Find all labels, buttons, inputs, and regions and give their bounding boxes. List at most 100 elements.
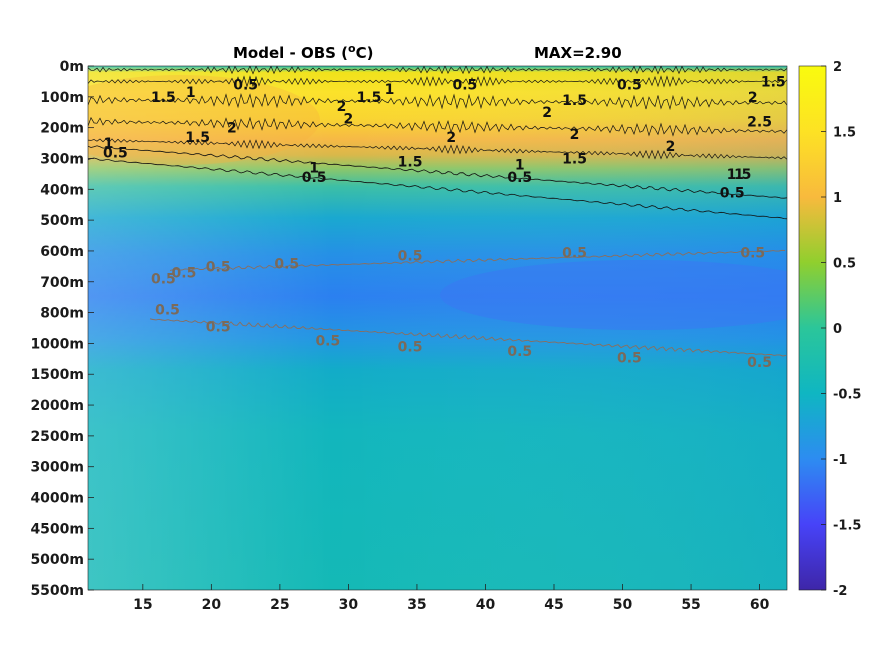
y-tick-label: 4500m bbox=[30, 521, 84, 537]
colorbar-tick-label: 2 bbox=[833, 60, 842, 75]
x-tick-label: 35 bbox=[407, 597, 426, 613]
contour-line bbox=[88, 75, 787, 88]
colorbar-tick-label: 0.5 bbox=[833, 257, 856, 272]
contour-label: 0.5 bbox=[151, 272, 176, 288]
x-tick-label: 45 bbox=[544, 597, 563, 613]
y-tick-label: 1000m bbox=[30, 336, 84, 352]
contour-label: 1 bbox=[309, 161, 319, 177]
contour-label: 1.5 bbox=[761, 74, 786, 90]
contour-label: 2 bbox=[337, 99, 347, 115]
y-tick-label: 200m bbox=[40, 121, 84, 137]
contour-label: 0.5 bbox=[302, 170, 327, 186]
heatmap-field bbox=[88, 66, 787, 590]
contour-lines bbox=[88, 66, 787, 357]
contour-label: 1 bbox=[186, 85, 196, 101]
contour-label: 0.5 bbox=[103, 145, 128, 161]
contour-line bbox=[88, 138, 787, 160]
contour-line bbox=[88, 145, 787, 199]
colorbar-tick-label: -1.5 bbox=[833, 519, 861, 534]
y-tick-label: 700m bbox=[40, 275, 84, 291]
contour-label: 2 bbox=[748, 90, 758, 106]
contour-label: 0.5 bbox=[172, 266, 197, 282]
x-tick-label: 25 bbox=[270, 597, 289, 613]
contour-label: 1.5 bbox=[562, 93, 587, 109]
y-tick-label: 300m bbox=[40, 151, 84, 167]
contour-label: 2 bbox=[227, 121, 237, 137]
contour-label: 0.5 bbox=[315, 333, 340, 349]
x-tick-label: 50 bbox=[613, 597, 633, 613]
colorbar-tick-label: 0 bbox=[833, 322, 842, 337]
contour-label: 2 bbox=[570, 127, 580, 143]
y-tick-label: 500m bbox=[40, 213, 84, 229]
contour-label: 0.5 bbox=[398, 339, 423, 355]
y-tick-label: 100m bbox=[40, 90, 84, 106]
contour-label: 0.5 bbox=[507, 344, 532, 360]
max-label: MAX=2.90 bbox=[534, 44, 622, 62]
chart-title: Model - OBS (oC) bbox=[233, 42, 373, 62]
contour-line bbox=[88, 157, 787, 220]
contour-label: 2.5 bbox=[747, 114, 772, 130]
plot-frame bbox=[87, 65, 788, 591]
contour-label: 1.5 bbox=[727, 167, 752, 183]
colorbar-tick-label: -2 bbox=[833, 584, 847, 599]
x-tick-label: 60 bbox=[750, 597, 770, 613]
contour-label: 0.5 bbox=[206, 259, 231, 275]
y-tick-label: 800m bbox=[40, 306, 84, 322]
contour-label: 0.5 bbox=[233, 77, 258, 93]
y-tick-label: 2500m bbox=[30, 429, 84, 445]
colorbar-tick-label: -0.5 bbox=[833, 388, 861, 403]
contour-label: 1.5 bbox=[185, 130, 210, 146]
contour-label: 1 bbox=[385, 82, 395, 98]
contour-line bbox=[88, 116, 787, 137]
contour-label: 1.5 bbox=[151, 90, 176, 106]
contour-label: 1 bbox=[104, 136, 114, 152]
contour-label: 0.5 bbox=[562, 245, 587, 261]
contour-line bbox=[88, 93, 787, 111]
contour-label: 0.5 bbox=[398, 249, 423, 265]
contour-label: 0.5 bbox=[720, 185, 745, 201]
x-tick-label: 15 bbox=[133, 597, 152, 613]
contour-label: 0.5 bbox=[617, 77, 642, 93]
contour-label: 1.5 bbox=[562, 151, 587, 167]
contour-label: 0.5 bbox=[747, 355, 772, 371]
x-tick-label: 30 bbox=[339, 597, 359, 613]
colorbar-tick-label: 1 bbox=[833, 191, 842, 206]
y-tick-label: 400m bbox=[40, 182, 84, 198]
y-axis: 0m 100m 200m 300m 400m 500m 600m 700m 800m 1000m 1… bbox=[30, 59, 94, 599]
contour-label: 2 bbox=[666, 139, 676, 155]
x-tick-label: 55 bbox=[681, 597, 700, 613]
contour-label: 0.5 bbox=[206, 319, 231, 335]
contour-label: 0.5 bbox=[155, 303, 180, 319]
contour-line bbox=[169, 249, 786, 271]
contour-label: 1 bbox=[734, 167, 744, 183]
x-tick-label: 20 bbox=[202, 597, 222, 613]
y-tick-label: 2000m bbox=[30, 398, 84, 414]
y-tick-label: 3000m bbox=[30, 460, 84, 476]
x-axis: 15 20 25 30 35 40 45 50 55 60 bbox=[133, 584, 770, 613]
colorbar-ticks: 2 1.5 1 0.5 0 -0.5 -1 -1.5 -2 bbox=[821, 60, 861, 599]
x-tick-label: 40 bbox=[476, 597, 496, 613]
contour-label: 2 bbox=[542, 105, 552, 121]
contour-label: 1.5 bbox=[357, 90, 382, 106]
contour-label: 1 bbox=[515, 158, 525, 174]
contour-label: 0.5 bbox=[507, 170, 532, 186]
y-tick-label: 4000m bbox=[30, 491, 84, 507]
contour-label: 0.5 bbox=[740, 245, 765, 261]
contour-label: 0.5 bbox=[617, 350, 642, 366]
contour-label: 0.5 bbox=[453, 77, 478, 93]
y-tick-label: 5500m bbox=[30, 583, 84, 599]
contour-label: 1.5 bbox=[398, 155, 423, 171]
y-tick-label: 5000m bbox=[30, 552, 84, 568]
contour-label: 2 bbox=[344, 111, 354, 127]
y-tick-label: 600m bbox=[40, 244, 84, 260]
y-tick-label: 0m bbox=[60, 59, 84, 75]
contour-label: 2 bbox=[446, 130, 456, 146]
y-tick-label: 1500m bbox=[30, 367, 84, 383]
colorbar-tick-label: -1 bbox=[833, 453, 847, 468]
colorbar-tick-label: 1.5 bbox=[833, 126, 856, 141]
contour-line bbox=[149, 318, 787, 357]
contour-label: 0.5 bbox=[274, 256, 299, 272]
contour-line bbox=[88, 66, 787, 75]
